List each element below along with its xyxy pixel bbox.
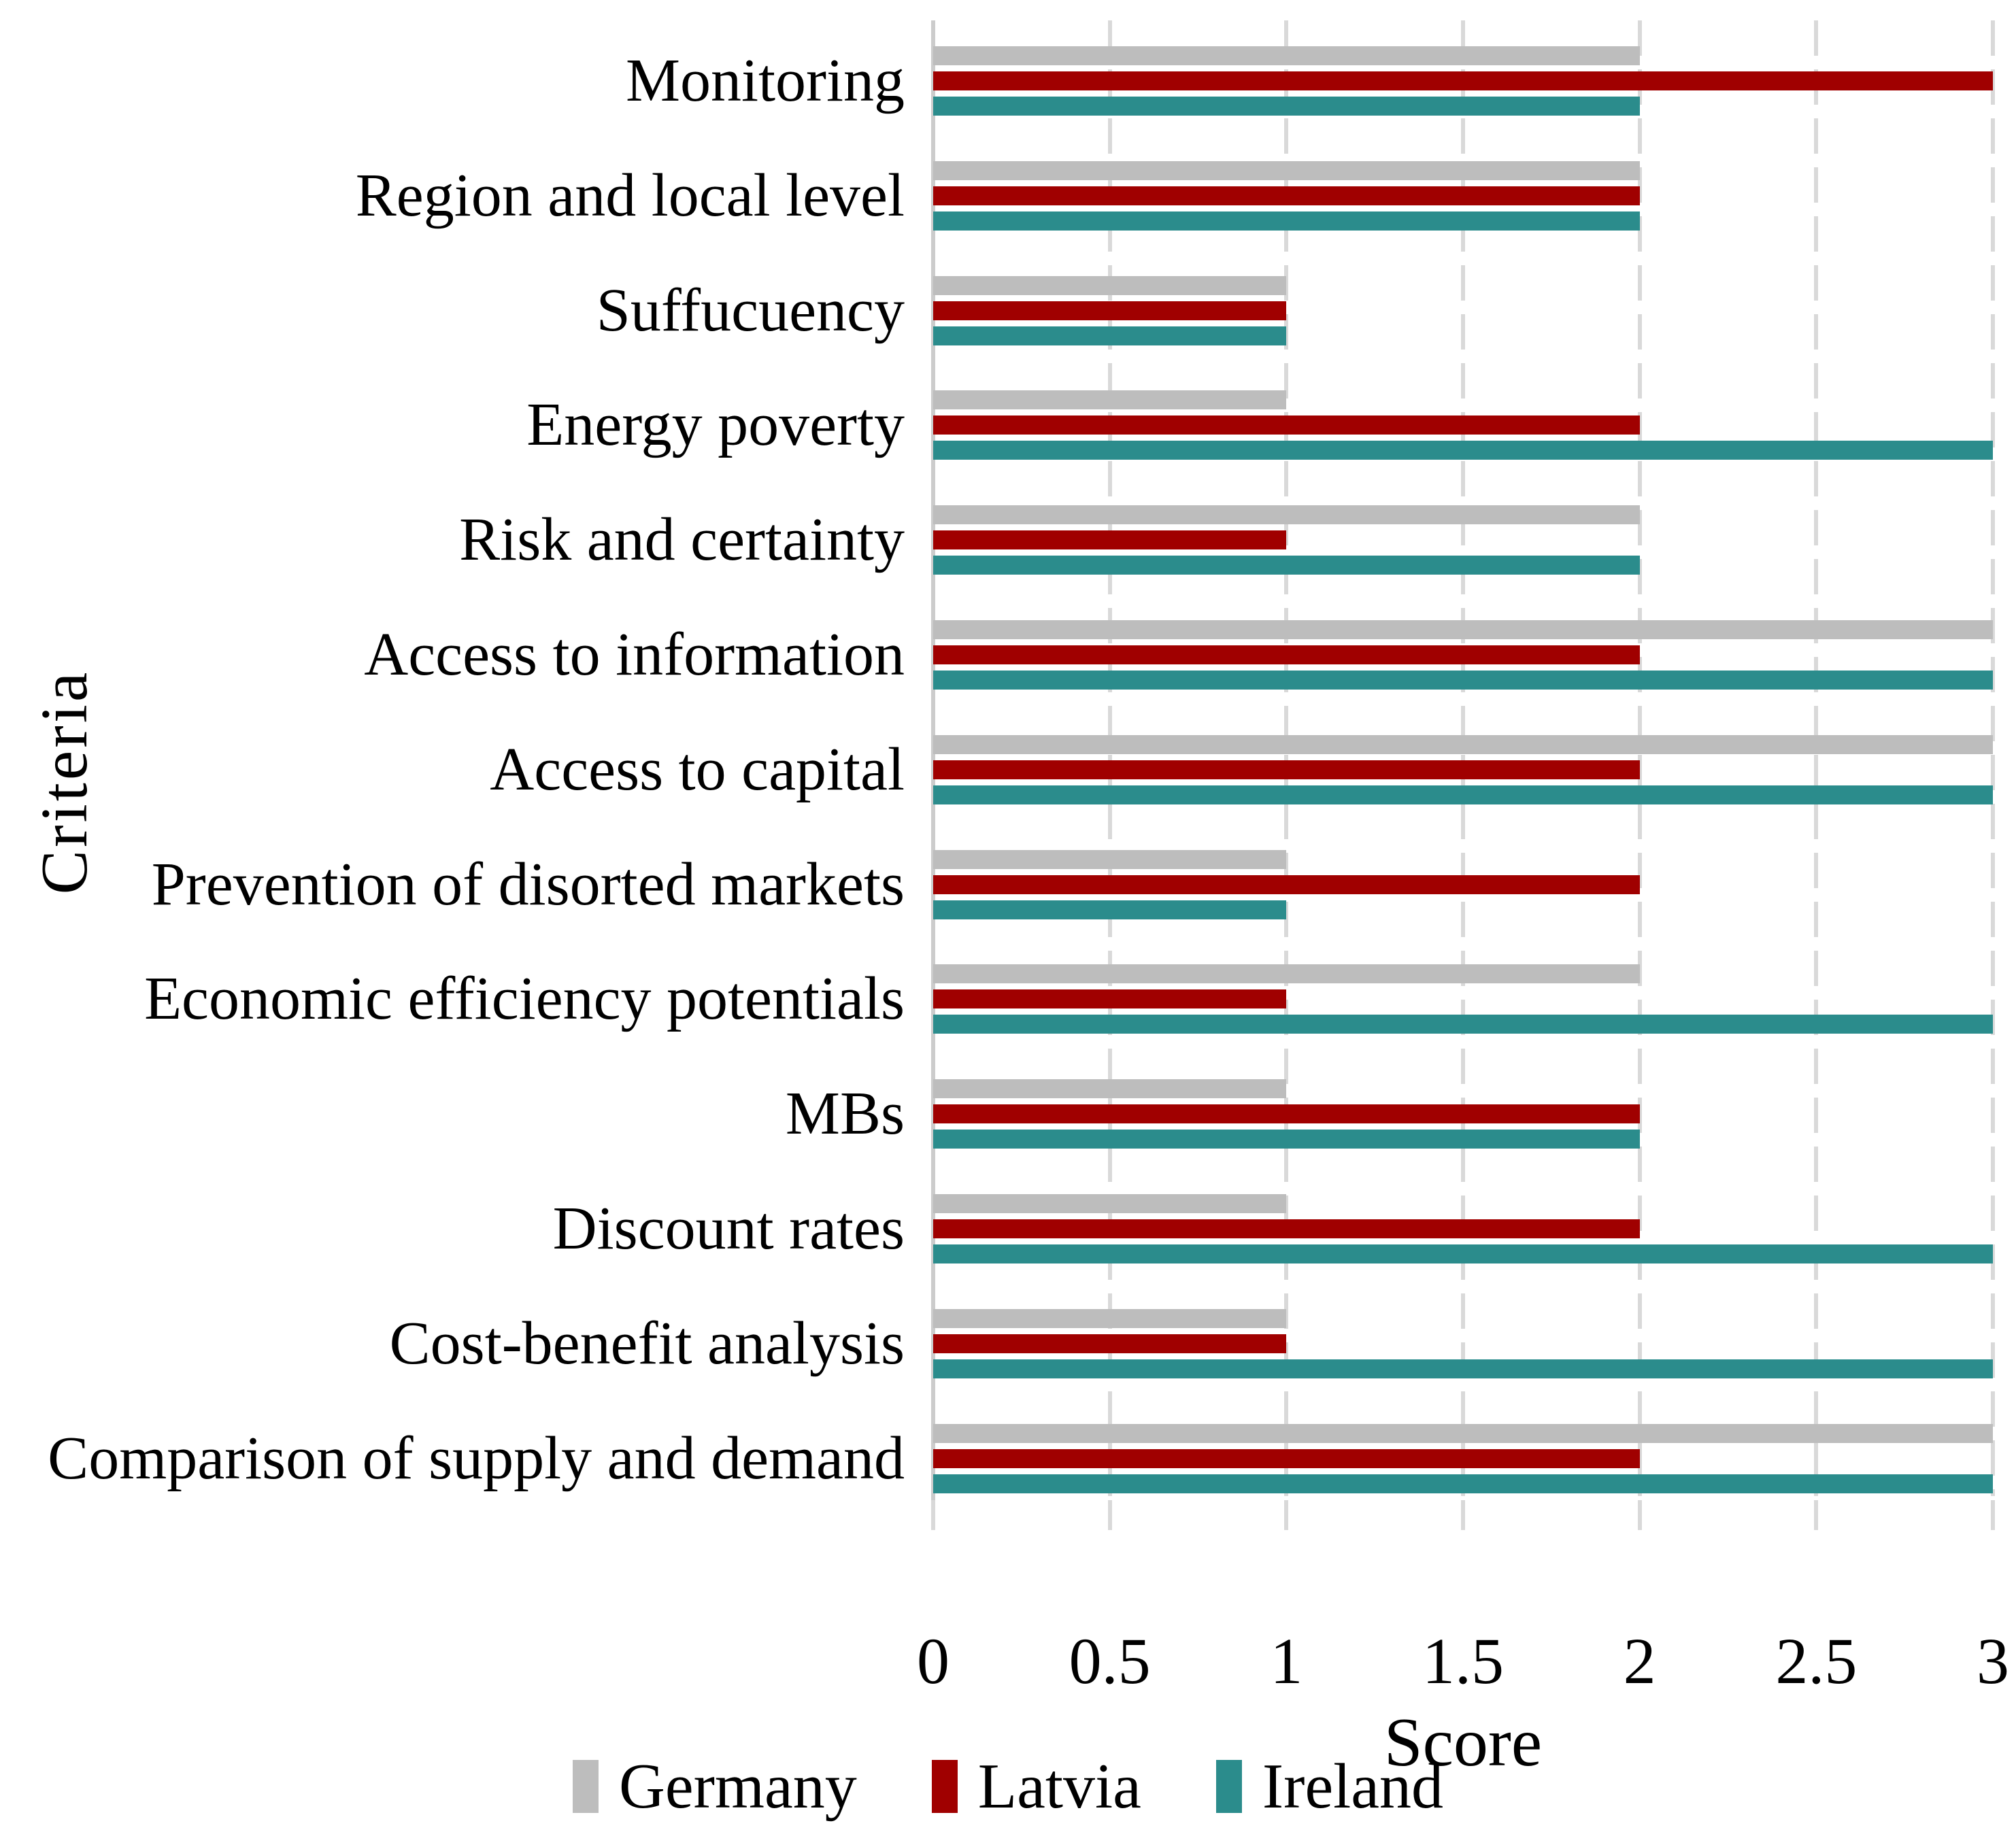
bar-ireland: [933, 1244, 1993, 1263]
bar-latvia: [933, 530, 1286, 549]
bar-germany: [933, 964, 1640, 983]
legend-item-latvia: Latvia: [931, 1751, 1141, 1822]
x-tick-label: 2: [1623, 1625, 1656, 1697]
x-tick-label: 0.5: [1069, 1625, 1151, 1697]
bar-germany: [933, 505, 1640, 524]
x-axis-tick: [1637, 1500, 1642, 1530]
legend-item-ireland: Ireland: [1215, 1751, 1444, 1822]
bar-germany: [933, 46, 1640, 65]
bar-ireland: [933, 1474, 1993, 1493]
gridline: [1107, 20, 1112, 1496]
bar-latvia: [933, 645, 1640, 664]
bar-ireland: [933, 97, 1640, 116]
x-axis-tick: [1814, 1500, 1819, 1530]
bar-ireland: [933, 441, 1993, 460]
category-label: Region and local level: [355, 162, 905, 229]
category-label: Access to information: [364, 621, 905, 688]
category-label: Discount rates: [552, 1195, 905, 1262]
bar-germany: [933, 161, 1640, 180]
x-axis-tick: [1284, 1500, 1289, 1530]
x-axis-title: Score: [1383, 1704, 1543, 1781]
bar-ireland: [933, 1359, 1993, 1378]
bar-latvia: [933, 875, 1640, 894]
bar-ireland: [933, 1130, 1640, 1149]
x-tick-label: 3: [1977, 1625, 2009, 1697]
gridline: [1991, 20, 1995, 1496]
x-tick-label: 1: [1270, 1625, 1303, 1697]
category-label: Monitoring: [625, 47, 905, 114]
legend-swatch-icon: [931, 1760, 958, 1813]
plot-area: [931, 20, 1995, 1530]
legend-swatch-icon: [1215, 1760, 1242, 1813]
category-label: Energy poverty: [526, 391, 905, 458]
bar-latvia: [933, 71, 1993, 90]
bar-latvia: [933, 760, 1640, 779]
category-label: Access to capital: [490, 736, 905, 803]
gridline: [1284, 20, 1289, 1496]
bar-latvia: [933, 1334, 1286, 1353]
x-tick-label: 2.5: [1775, 1625, 1858, 1697]
bar-germany: [933, 1194, 1286, 1213]
bar-latvia: [933, 1219, 1640, 1238]
category-label: Prevention of disorted markets: [151, 851, 905, 918]
bar-ireland: [933, 900, 1286, 919]
legend-item-germany: Germany: [572, 1751, 857, 1822]
bar-latvia: [933, 186, 1640, 205]
bar-germany: [933, 276, 1286, 295]
bar-germany: [933, 1079, 1286, 1098]
bar-germany: [933, 1424, 1993, 1443]
bar-ireland: [933, 1015, 1993, 1034]
category-label: Comparison of supply and demand: [48, 1425, 905, 1492]
legend-swatch-icon: [572, 1760, 599, 1813]
bar-latvia: [933, 415, 1640, 435]
x-tick-label: 1.5: [1422, 1625, 1504, 1697]
bar-latvia: [933, 1449, 1640, 1468]
x-tick-label: 0: [917, 1625, 950, 1697]
gridline: [1637, 20, 1642, 1496]
x-axis-tick: [1107, 1500, 1112, 1530]
category-label: Cost-benefit analysis: [389, 1310, 905, 1377]
legend-label: Latvia: [977, 1751, 1141, 1822]
category-label: MBs: [785, 1080, 905, 1147]
bar-ireland: [933, 326, 1286, 345]
category-label: Risk and certainty: [459, 506, 905, 573]
bar-germany: [933, 620, 1993, 639]
legend-label: Germany: [618, 1751, 857, 1822]
x-axis-tick: [931, 1500, 935, 1530]
bar-germany: [933, 850, 1286, 869]
x-axis-tick: [1991, 1500, 1995, 1530]
x-axis-tick: [1461, 1500, 1465, 1530]
category-label: Economic efficiency potentials: [144, 965, 905, 1032]
bar-germany: [933, 390, 1286, 409]
legend-label: Ireland: [1262, 1751, 1444, 1822]
bar-latvia: [933, 1104, 1640, 1123]
bar-germany: [933, 735, 1993, 754]
bar-ireland: [933, 211, 1640, 231]
bar-germany: [933, 1309, 1286, 1328]
bar-ireland: [933, 785, 1993, 804]
gridline: [1461, 20, 1465, 1496]
bar-latvia: [933, 989, 1286, 1008]
category-label: Suffucuency: [596, 277, 905, 344]
bar-ireland: [933, 556, 1640, 575]
legend: Germany Latvia Ireland: [572, 1751, 1444, 1822]
gridline: [1814, 20, 1819, 1496]
bar-latvia: [933, 301, 1286, 320]
bar-ireland: [933, 671, 1993, 690]
